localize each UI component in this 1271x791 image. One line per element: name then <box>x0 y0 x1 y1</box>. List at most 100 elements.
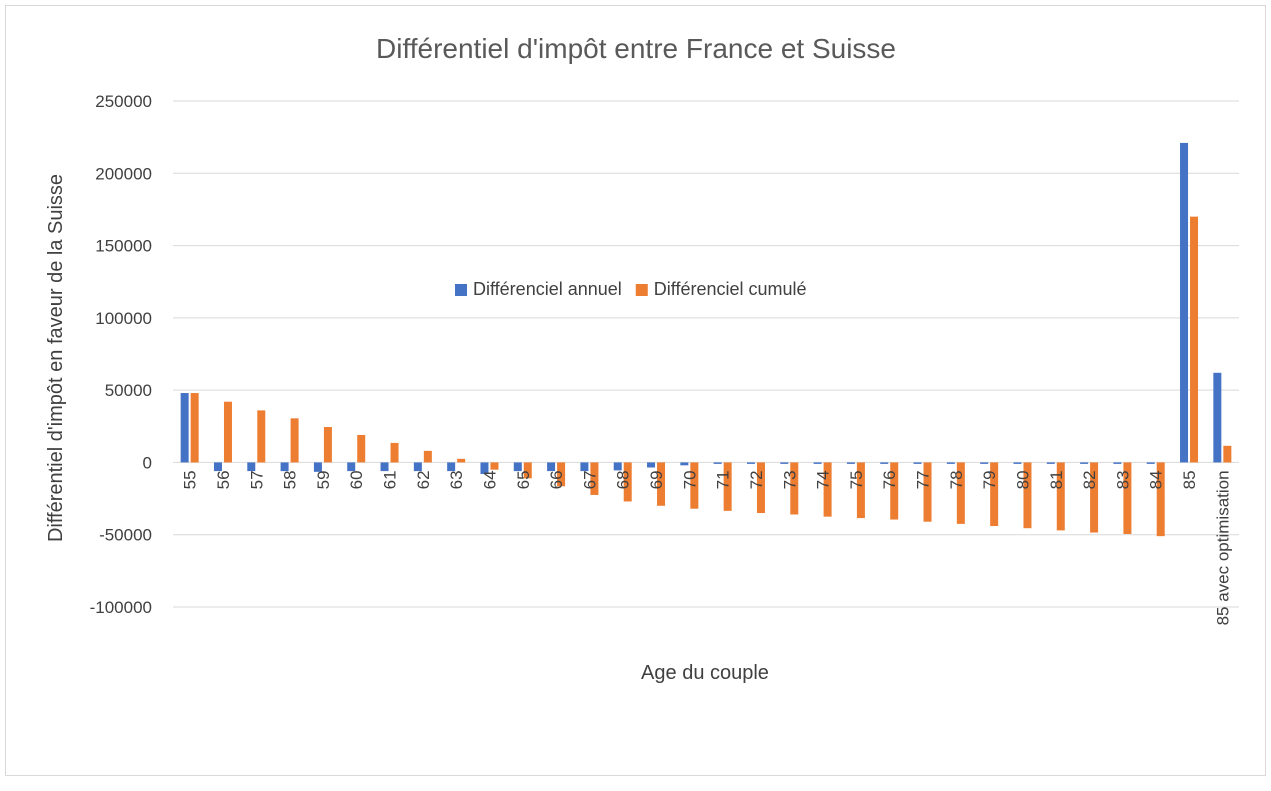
x-tick-label: 80 <box>1013 470 1032 489</box>
x-tick-label: 77 <box>914 470 933 489</box>
x-tick-label: 72 <box>747 470 766 489</box>
x-tick-label: 70 <box>680 470 699 489</box>
x-tick-label: 76 <box>880 470 899 489</box>
bar-cumule <box>457 458 466 463</box>
bar-cumule <box>856 462 865 519</box>
bar-annuel <box>1113 462 1122 464</box>
bar-annuel <box>780 462 789 464</box>
bar-cumule <box>657 462 666 506</box>
x-tick-label: 58 <box>281 470 300 489</box>
bar-annuel <box>913 462 922 464</box>
x-tick-label: 84 <box>1147 470 1166 489</box>
bar-cumule <box>490 462 499 470</box>
bar-cumule <box>956 462 965 524</box>
y-tick-label: 250000 <box>95 92 152 111</box>
bar-cumule <box>923 462 932 522</box>
bar-cumule <box>290 418 299 463</box>
bar-annuel <box>1146 462 1155 464</box>
x-tick-label: 85 avec optimisation <box>1213 470 1232 625</box>
y-tick-label: 150000 <box>95 237 152 256</box>
x-axis-title: Age du couple <box>641 662 769 684</box>
bar-cumule <box>756 462 765 514</box>
bars <box>180 142 1232 537</box>
x-tick-label: 82 <box>1080 470 1099 489</box>
bar-cumule <box>1056 462 1065 531</box>
bar-cumule <box>257 410 266 463</box>
x-tick-label: 73 <box>780 470 799 489</box>
bar-annuel <box>280 462 289 472</box>
x-tick-label: 67 <box>580 470 599 489</box>
bar-cumule <box>1090 462 1099 533</box>
gridlines <box>173 100 1239 608</box>
bar-cumule <box>523 462 532 479</box>
x-tick-label: 78 <box>947 470 966 489</box>
x-tick-label: 71 <box>714 470 733 489</box>
chart-title: Différentiel d'impôt entre France et Sui… <box>376 33 896 64</box>
bar-annuel <box>313 462 322 472</box>
x-tick-label: 69 <box>647 470 666 489</box>
bar-annuel <box>380 462 389 472</box>
x-tick-label: 74 <box>814 470 833 489</box>
x-tick-label: 68 <box>614 470 633 489</box>
bar-cumule <box>990 462 999 527</box>
x-tick-label: 85 <box>1180 470 1199 489</box>
bar-annuel <box>180 393 189 463</box>
x-tick-label: 61 <box>381 470 400 489</box>
bar-cumule <box>690 462 699 509</box>
bar-cumule <box>390 442 399 463</box>
bar-cumule <box>890 462 899 520</box>
y-tick-label: 200000 <box>95 164 152 183</box>
bar-annuel <box>213 462 222 472</box>
x-tick-label: 59 <box>314 470 333 489</box>
bar-cumule <box>1156 462 1165 537</box>
bar-annuel <box>946 462 955 464</box>
bar-cumule <box>623 462 632 502</box>
x-tick-label: 55 <box>181 470 200 489</box>
chart-frame: Différentiel d'impôt entre France et Sui… <box>5 5 1266 776</box>
bar-annuel <box>647 462 656 468</box>
x-tick-label: 65 <box>514 470 533 489</box>
y-tick-label: -100000 <box>90 598 152 617</box>
legend-entry: Différenciel annuel <box>473 279 622 299</box>
x-tick-label: 79 <box>980 470 999 489</box>
bar-annuel <box>746 462 755 464</box>
bar-annuel <box>513 462 522 472</box>
x-tick-label: 62 <box>414 470 433 489</box>
x-tick-label: 81 <box>1047 470 1066 489</box>
bar-annuel <box>580 462 589 472</box>
bar-cumule <box>323 427 332 463</box>
bar-cumule <box>557 462 566 487</box>
x-tick-label: 57 <box>247 470 266 489</box>
bar-cumule <box>823 462 832 517</box>
bar-annuel <box>247 462 256 472</box>
bar-annuel <box>680 462 689 466</box>
bar-cumule <box>190 393 199 463</box>
bar-cumule <box>223 401 232 463</box>
y-tick-label: 0 <box>143 453 152 472</box>
legend: Différenciel annuel Différenciel cumulé <box>455 279 807 299</box>
bar-annuel <box>1213 372 1222 463</box>
bar-annuel <box>547 462 556 472</box>
bar-annuel <box>713 462 722 464</box>
bar-cumule <box>1223 445 1232 463</box>
bar-annuel <box>980 462 989 464</box>
bar-cumule <box>357 434 366 463</box>
legend-entry: Différenciel cumulé <box>654 279 807 299</box>
bar-annuel <box>447 462 456 472</box>
chart-svg: Différentiel d'impôt entre France et Sui… <box>45 33 1239 684</box>
y-axis-tick-labels: -100000 -50000 0 50000 100000 150000 200000 250… <box>90 92 152 617</box>
bar-cumule <box>423 450 432 463</box>
bar-annuel <box>1013 462 1022 464</box>
legend-swatch <box>635 284 648 296</box>
bar-annuel <box>1180 142 1189 463</box>
bar-annuel <box>846 462 855 464</box>
bar-annuel <box>613 462 622 471</box>
y-tick-label: 50000 <box>105 381 152 400</box>
x-tick-label: 66 <box>547 470 566 489</box>
legend-swatch <box>455 284 467 296</box>
bar-annuel <box>1046 462 1055 464</box>
x-tick-label: 83 <box>1113 470 1132 489</box>
bar-cumule <box>1123 462 1132 534</box>
bar-cumule <box>723 462 732 511</box>
bar-cumule <box>590 462 599 495</box>
